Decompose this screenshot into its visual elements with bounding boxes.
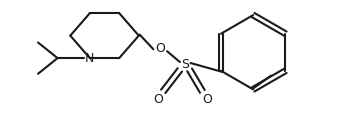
Text: S: S (181, 58, 189, 72)
Text: O: O (153, 93, 163, 106)
Text: O: O (155, 42, 165, 55)
Text: N: N (85, 52, 94, 65)
Text: O: O (202, 93, 212, 106)
